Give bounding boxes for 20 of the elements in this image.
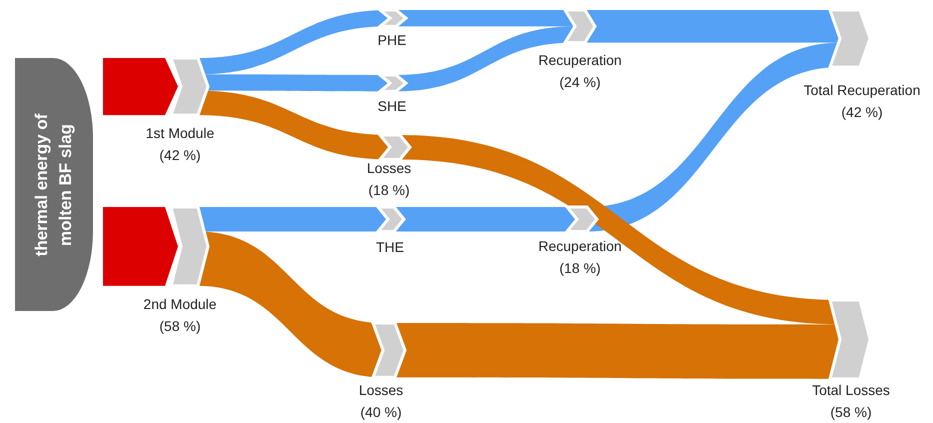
- category-label: Total Recuperation: [804, 81, 920, 100]
- data-label: (58 %): [829, 403, 873, 422]
- data-label: (40 %): [359, 403, 403, 422]
- text: thermal energy of molten BF slag: [31, 112, 76, 258]
- category-label: 1st Module: [146, 124, 214, 143]
- data-label: (18 %): [367, 181, 411, 200]
- category-label: 2nd Module: [143, 295, 217, 314]
- category-label: Losses: [366, 159, 412, 178]
- category-label: PHE: [378, 31, 406, 50]
- data-label: (18 %): [558, 259, 602, 278]
- data-label: (24 %): [558, 73, 602, 92]
- category-label: SHE: [378, 97, 406, 116]
- data-label: (42 %): [840, 103, 884, 122]
- category-label: Total Losses: [812, 381, 890, 400]
- category-label: THE: [376, 238, 404, 257]
- data-label: (42 %): [158, 146, 202, 165]
- data-label: (58 %): [158, 317, 202, 336]
- category-label: Recuperation: [538, 237, 622, 256]
- category-label: Losses: [358, 381, 404, 400]
- category-label: Recuperation: [538, 51, 622, 70]
